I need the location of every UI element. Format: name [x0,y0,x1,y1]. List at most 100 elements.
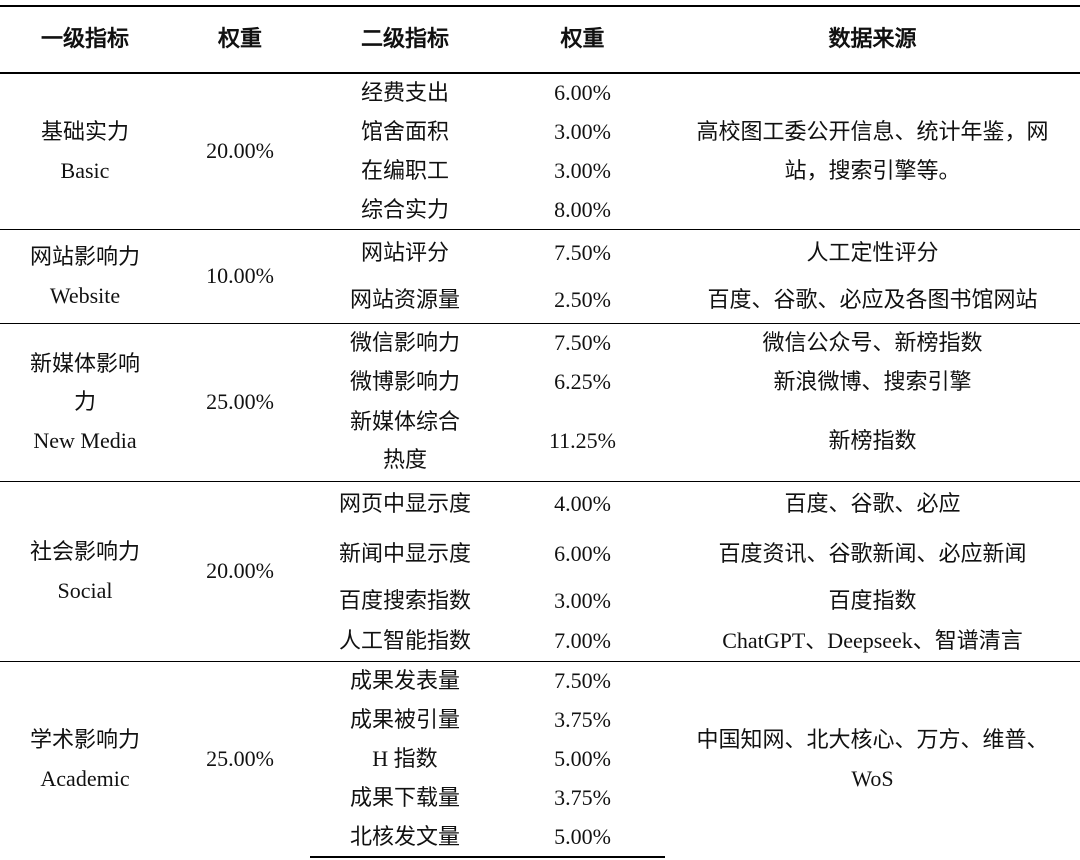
source-cell: 高校图工委公开信息、统计年鉴，网站，搜索引擎等。 [665,72,1080,230]
group-name-en: Academic [40,765,130,791]
item-source: 人工定性评分 [665,229,1080,277]
item-name-cell: 综合实力 [310,191,500,230]
item-weight: 3.75% [554,706,611,732]
item-source: 新榜指数 [828,428,917,453]
item-name: 成果发表量 [349,668,460,693]
item-source: 百度资讯、谷歌新闻、必应新闻 [718,540,1027,566]
item-name-cell: H 指数 [310,740,500,779]
source: 高校图工委公开信息、统计年鉴，网站，搜索引擎等。 [696,119,1049,183]
item-source: 微信公众号、新榜指数 [665,323,1080,363]
table-row: 人工智能指数 7.00% ChatGPT、Deepseek、智谱清言 [0,622,1080,662]
item-name-cell: 人工智能指数 [310,622,500,662]
table-row: 综合实力 8.00% [0,191,1080,230]
table-row: 新媒体影响力 New Media 25.00% 微信影响力 7.50% 微信公众号、新榜指… [0,323,1080,482]
item-name-cell: 成果下载量 [310,779,500,818]
item-name: 微博影响力 [349,368,460,394]
group-name-cell: 新媒体影响力 New Media [0,323,170,482]
group-weight: 25.00% [170,323,310,482]
group-name: 基础实力 [40,119,129,144]
group-weight: 10.00% [170,229,310,324]
item-name-cell: 北核发文量 [310,817,500,858]
table-row: 在编职工 3.00% [0,152,1080,191]
item-name-cell: 新闻中显示度 [310,527,500,582]
group-name: 新媒体影响力 [29,350,140,415]
group-name-en: Social [57,577,113,603]
item-name-cell: 经费支出 [310,72,500,113]
item-name: 馆舍面积 [360,118,449,144]
item-source: 百度、谷歌、必应及各图书馆网站 [707,286,1038,312]
item-source: 新浪微博、搜索引擎 [773,368,972,394]
group-name-cell: 社会影响力 Social [0,481,170,662]
item-name-cell: 网站评分 [310,229,500,277]
group-name: 网站影响力 [29,244,140,269]
item-name-cell: 百度搜索指数 [310,582,500,622]
table-row: H 指数 5.00% [0,740,1080,779]
item-weight: 6.00% [554,540,611,566]
group-name-cell: 基础实力 Basic [0,72,170,230]
item-name: H 指数 [372,745,438,771]
item-weight: 7.50% [500,661,665,701]
source: 中国知网、北大核心、万方、维普、WoS [696,727,1049,791]
item-name-cell: 新媒体综合热度 [310,402,500,482]
item-weight: 6.00% [500,72,665,113]
table-row: 新媒体综合热度 11.25% 新榜指数 [0,402,1080,482]
item-weight: 6.25% [554,368,611,394]
item-weight: 8.00% [554,196,611,222]
item-name: 北核发文量 [349,823,460,849]
item-name: 成果下载量 [349,784,460,810]
item-weight: 2.50% [554,286,611,312]
item-weight: 3.00% [554,157,611,183]
table-row: 学术影响力 Academic 25.00% 成果发表量 7.50% 中国知网、北大核心、万… [0,661,1080,857]
table-row: 新闻中显示度 6.00% 百度资讯、谷歌新闻、必应新闻 [0,527,1080,582]
table-row: 成果被引量 3.75% [0,701,1080,740]
item-weight: 3.00% [554,588,611,614]
item-weight: 3.00% [554,118,611,144]
group-name-cell: 网站影响力 Website [0,229,170,324]
item-name: 网站资源量 [349,286,460,312]
item-name: 网页中显示度 [338,491,471,516]
group-name-en: New Media [33,427,137,453]
item-name-cell: 网站资源量 [310,277,500,324]
item-weight: 3.75% [554,784,611,810]
item-name: 新闻中显示度 [338,540,471,566]
group-name-cell: 学术影响力 Academic [0,661,170,857]
item-weight: 7.50% [500,323,665,363]
table-row: 百度搜索指数 3.00% 百度指数 [0,582,1080,622]
item-name-cell: 微信影响力 [310,323,500,363]
item-source: 百度、谷歌、必应 [665,481,1080,527]
item-name: 新媒体综合热度 [349,408,460,473]
table-row: 网站资源量 2.50% 百度、谷歌、必应及各图书馆网站 [0,277,1080,324]
table-row: 北核发文量 5.00% [0,817,1080,858]
item-name-cell: 在编职工 [310,152,500,191]
item-name-cell: 微博影响力 [310,363,500,402]
item-weight: 5.00% [554,745,611,771]
header-cell: 权重 [500,5,665,74]
item-name: 微信影响力 [349,330,460,355]
group-name-en: Website [49,282,121,308]
header-cell: 权重 [170,5,310,74]
group-weight: 20.00% [170,481,310,662]
item-source: 百度指数 [828,588,917,614]
item-weight: 7.00% [554,628,611,653]
item-name: 在编职工 [360,157,449,183]
table-row: 馆舍面积 3.00% [0,113,1080,152]
item-name: 成果被引量 [349,706,460,732]
item-name: 综合实力 [360,196,449,222]
index-table: 一级指标 权重 二级指标 权重 数据来源 基础实力 Basic 20.00% 经费支出 6.00… [0,5,1080,858]
item-weight: 7.50% [500,229,665,277]
header-row: 一级指标 权重 二级指标 权重 数据来源 [0,5,1080,74]
group-name: 社会影响力 [29,539,140,564]
table-row: 微博影响力 6.25% 新浪微博、搜索引擎 [0,363,1080,402]
table-row: 基础实力 Basic 20.00% 经费支出 6.00% 高校图工委公开信息、统计年鉴，网… [0,72,1080,230]
group-name: 学术影响力 [29,727,140,752]
header-cell: 一级指标 [0,5,170,74]
item-source: ChatGPT、Deepseek、智谱清言 [722,628,1023,653]
item-name-cell: 成果发表量 [310,661,500,701]
table-row: 社会影响力 Social 20.00% 网页中显示度 4.00% 百度、谷歌、必应 [0,481,1080,662]
item-name: 经费支出 [360,80,449,105]
group-weight: 25.00% [170,661,310,857]
table-row: 网站影响力 Website 10.00% 网站评分 7.50% 人工定性评分 [0,229,1080,324]
source-cell: 中国知网、北大核心、万方、维普、WoS [665,661,1080,857]
item-weight: 4.00% [500,481,665,527]
item-name: 网站评分 [360,240,449,265]
